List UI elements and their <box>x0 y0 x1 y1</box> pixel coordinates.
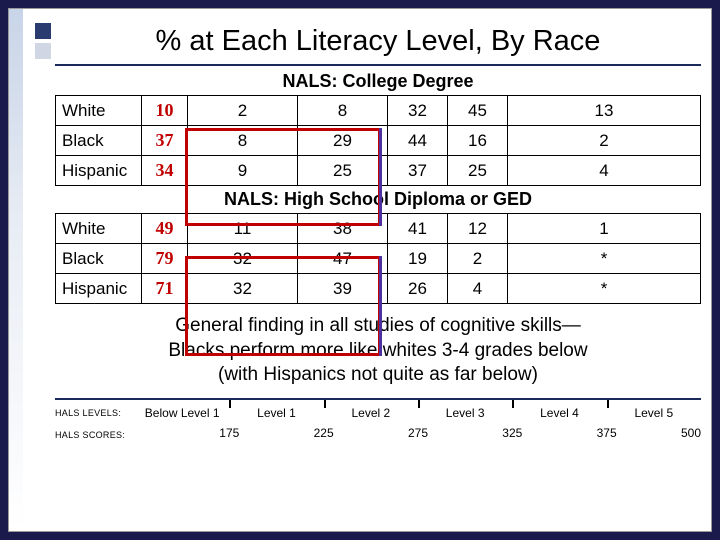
accent-bar <box>9 9 23 531</box>
finding-text: General finding in all studies of cognit… <box>55 304 701 392</box>
level-cell: Level 1 <box>229 402 323 424</box>
score-val: 225 <box>314 426 334 440</box>
tick-icon <box>512 400 514 408</box>
tables-wrap: NALS: College Degree White 10 2 8 32 45 … <box>55 68 701 304</box>
finding-line: General finding in all studies of cognit… <box>175 315 581 336</box>
value-cell: 39 <box>298 274 388 304</box>
scores-row: HALS SCORES: 175 225 275 325 375 500 <box>55 424 701 444</box>
bullet-square-dark <box>35 23 51 39</box>
race-cell: White <box>56 96 142 126</box>
race-cell: Hispanic <box>56 156 142 186</box>
level-cell: Below Level 1 <box>135 402 229 424</box>
tick-icon <box>229 400 231 408</box>
race-cell: White <box>56 214 142 244</box>
value-cell: 29 <box>298 126 388 156</box>
score-val: 375 <box>597 426 617 440</box>
score-val: 325 <box>502 426 522 440</box>
value-cell: 16 <box>448 126 508 156</box>
finding-line: Blacks perform more like whites 3-4 grad… <box>168 340 587 361</box>
finding-line: (with Hispanics not quite as far below) <box>218 364 538 385</box>
value-cell: 45 <box>448 96 508 126</box>
table-row: White 49 11 38 41 12 1 <box>56 214 701 244</box>
scores-cells: 175 225 275 325 375 500 <box>135 426 701 444</box>
value-cell: * <box>508 244 701 274</box>
value-cell: 37 <box>388 156 448 186</box>
sum-cell: 79 <box>142 244 188 274</box>
tick-icon <box>607 400 609 408</box>
race-cell: Black <box>56 244 142 274</box>
value-cell: 26 <box>388 274 448 304</box>
race-cell: Hispanic <box>56 274 142 304</box>
section2-header: NALS: High School Diploma or GED <box>55 186 701 213</box>
value-cell: 19 <box>388 244 448 274</box>
tick-icon <box>324 400 326 408</box>
level-cell: Level 4 <box>512 402 606 424</box>
value-cell: * <box>508 274 701 304</box>
table-hs: White 49 11 38 41 12 1 Black 79 32 47 19… <box>55 213 701 304</box>
table-row: Hispanic 71 32 39 26 4 * <box>56 274 701 304</box>
levels-label: HALS LEVELS: <box>55 408 135 418</box>
scores-label: HALS SCORES: <box>55 430 135 440</box>
tick-icon <box>418 400 420 408</box>
race-cell: Black <box>56 126 142 156</box>
bullet-square-light <box>35 43 51 59</box>
value-cell: 11 <box>188 214 298 244</box>
slide: % at Each Literacy Level, By Race NALS: … <box>8 8 712 532</box>
table-row: White 10 2 8 32 45 13 <box>56 96 701 126</box>
level-cell: Level 3 <box>418 402 512 424</box>
levels-cells: Below Level 1 Level 1 Level 2 Level 3 Le… <box>135 402 701 424</box>
table-row: Black 37 8 29 44 16 2 <box>56 126 701 156</box>
value-cell: 44 <box>388 126 448 156</box>
value-cell: 12 <box>448 214 508 244</box>
sum-cell: 71 <box>142 274 188 304</box>
value-cell: 8 <box>188 126 298 156</box>
sum-cell: 49 <box>142 214 188 244</box>
table-row: Black 79 32 47 19 2 * <box>56 244 701 274</box>
value-cell: 8 <box>298 96 388 126</box>
page-title: % at Each Literacy Level, By Race <box>55 17 701 66</box>
value-cell: 38 <box>298 214 388 244</box>
table-row: Hispanic 34 9 25 37 25 4 <box>56 156 701 186</box>
sum-cell: 37 <box>142 126 188 156</box>
level-cell: Level 5 <box>607 402 701 424</box>
value-cell: 1 <box>508 214 701 244</box>
value-cell: 41 <box>388 214 448 244</box>
value-cell: 2 <box>188 96 298 126</box>
score-val: 500 <box>681 426 701 440</box>
value-cell: 47 <box>298 244 388 274</box>
value-cell: 25 <box>298 156 388 186</box>
value-cell: 32 <box>188 244 298 274</box>
value-cell: 4 <box>448 274 508 304</box>
levels-row: HALS LEVELS: Below Level 1 Level 1 Level… <box>55 398 701 424</box>
sum-cell: 34 <box>142 156 188 186</box>
value-cell: 4 <box>508 156 701 186</box>
score-val: 275 <box>408 426 428 440</box>
value-cell: 9 <box>188 156 298 186</box>
score-val: 175 <box>219 426 239 440</box>
sum-cell: 10 <box>142 96 188 126</box>
content-area: % at Each Literacy Level, By Race NALS: … <box>55 17 701 523</box>
value-cell: 2 <box>508 126 701 156</box>
value-cell: 32 <box>188 274 298 304</box>
table-college: White 10 2 8 32 45 13 Black 37 8 29 44 1… <box>55 95 701 186</box>
value-cell: 32 <box>388 96 448 126</box>
value-cell: 2 <box>448 244 508 274</box>
section1-header: NALS: College Degree <box>55 68 701 95</box>
value-cell: 13 <box>508 96 701 126</box>
level-cell: Level 2 <box>324 402 418 424</box>
value-cell: 25 <box>448 156 508 186</box>
